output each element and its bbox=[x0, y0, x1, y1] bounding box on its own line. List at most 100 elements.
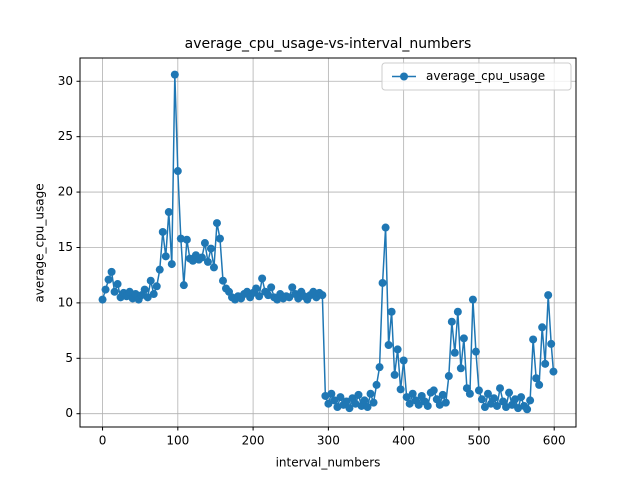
data-point bbox=[342, 397, 351, 406]
data-point bbox=[107, 267, 116, 276]
data-point bbox=[146, 276, 155, 285]
y-tick-label: 10 bbox=[58, 295, 73, 309]
x-axis-label: interval_numbers bbox=[276, 456, 381, 470]
data-point bbox=[197, 253, 206, 262]
data-point bbox=[505, 388, 514, 397]
data-point bbox=[447, 317, 456, 326]
data-point bbox=[203, 257, 212, 266]
data-point bbox=[438, 390, 447, 399]
data-point bbox=[378, 278, 387, 287]
data-point bbox=[372, 380, 381, 389]
data-point bbox=[125, 287, 134, 296]
x-tick-label: 400 bbox=[392, 434, 415, 448]
data-point bbox=[474, 386, 483, 395]
data-point bbox=[396, 385, 405, 394]
ticks: 0 100 200 300 400 500 600 0 5 10 15 20 25 30 bbox=[58, 74, 566, 448]
y-tick-label: 20 bbox=[58, 185, 73, 199]
data-point bbox=[285, 293, 294, 302]
data-point bbox=[324, 399, 333, 408]
data-point bbox=[387, 307, 396, 316]
data-point bbox=[98, 295, 107, 304]
data-point bbox=[366, 389, 375, 398]
data-point bbox=[161, 252, 170, 261]
data-point bbox=[318, 291, 327, 300]
data-point bbox=[158, 227, 167, 236]
data-point bbox=[381, 223, 390, 232]
x-tick-label: 200 bbox=[242, 434, 265, 448]
data-point bbox=[264, 291, 273, 300]
data-point bbox=[393, 345, 402, 354]
data-point bbox=[167, 260, 176, 269]
data-point bbox=[143, 293, 152, 302]
data-point bbox=[258, 274, 267, 283]
data-point bbox=[480, 403, 489, 412]
y-tick-label: 15 bbox=[58, 240, 73, 254]
legend-label: average_cpu_usage bbox=[426, 69, 545, 83]
plot bbox=[98, 70, 558, 414]
data-point bbox=[492, 401, 501, 410]
data-point bbox=[456, 364, 465, 373]
data-point bbox=[477, 395, 486, 404]
x-tick-label: 100 bbox=[166, 434, 189, 448]
data-point bbox=[529, 335, 538, 344]
data-point bbox=[152, 282, 161, 291]
data-point bbox=[218, 276, 227, 285]
data-point bbox=[294, 294, 303, 303]
y-tick-label: 0 bbox=[65, 406, 73, 420]
data-point bbox=[101, 285, 110, 294]
data-point bbox=[255, 292, 264, 301]
data-point bbox=[104, 275, 113, 284]
data-point bbox=[549, 367, 558, 376]
data-point bbox=[408, 389, 417, 398]
data-point bbox=[164, 208, 173, 217]
data-point bbox=[517, 393, 526, 402]
data-point bbox=[113, 280, 122, 289]
data-point bbox=[173, 167, 182, 176]
data-point bbox=[390, 370, 399, 379]
data-point bbox=[140, 285, 149, 294]
data-point bbox=[538, 323, 547, 332]
data-point bbox=[496, 384, 505, 393]
data-point bbox=[544, 291, 553, 300]
data-point bbox=[149, 290, 158, 299]
data-point bbox=[375, 363, 384, 372]
data-point bbox=[444, 372, 453, 381]
data-point bbox=[252, 284, 261, 293]
data-point bbox=[414, 400, 423, 409]
data-point bbox=[526, 396, 535, 405]
data-point bbox=[206, 244, 215, 253]
data-point bbox=[176, 234, 185, 243]
data-point bbox=[209, 263, 218, 272]
data-point bbox=[288, 283, 297, 292]
data-point bbox=[502, 403, 511, 412]
data-point bbox=[468, 295, 477, 304]
data-point bbox=[514, 404, 523, 413]
data-point bbox=[523, 405, 532, 414]
data-point bbox=[110, 287, 119, 296]
data-point bbox=[354, 390, 363, 399]
y-tick-label: 5 bbox=[65, 351, 73, 365]
x-tick-label: 0 bbox=[99, 434, 107, 448]
data-point bbox=[435, 400, 444, 409]
data-point bbox=[212, 219, 221, 228]
data-point bbox=[459, 334, 468, 343]
data-point bbox=[399, 356, 408, 365]
data-point bbox=[471, 347, 480, 356]
data-point bbox=[179, 281, 188, 290]
data-point bbox=[489, 394, 498, 403]
data-point bbox=[441, 398, 450, 407]
data-point bbox=[363, 403, 372, 412]
legend: average_cpu_usage bbox=[381, 62, 572, 91]
data-point bbox=[547, 339, 556, 348]
data-point bbox=[535, 380, 544, 389]
y-axis-label: average_cpu_usage bbox=[33, 183, 47, 302]
x-tick-label: 300 bbox=[317, 434, 340, 448]
data-point bbox=[483, 389, 492, 398]
data-point bbox=[369, 398, 378, 407]
data-point bbox=[423, 401, 432, 410]
legend-marker bbox=[400, 72, 408, 81]
y-tick-label: 30 bbox=[58, 74, 73, 88]
data-point bbox=[215, 234, 224, 243]
y-tick-label: 25 bbox=[58, 129, 73, 143]
data-point bbox=[429, 386, 438, 395]
